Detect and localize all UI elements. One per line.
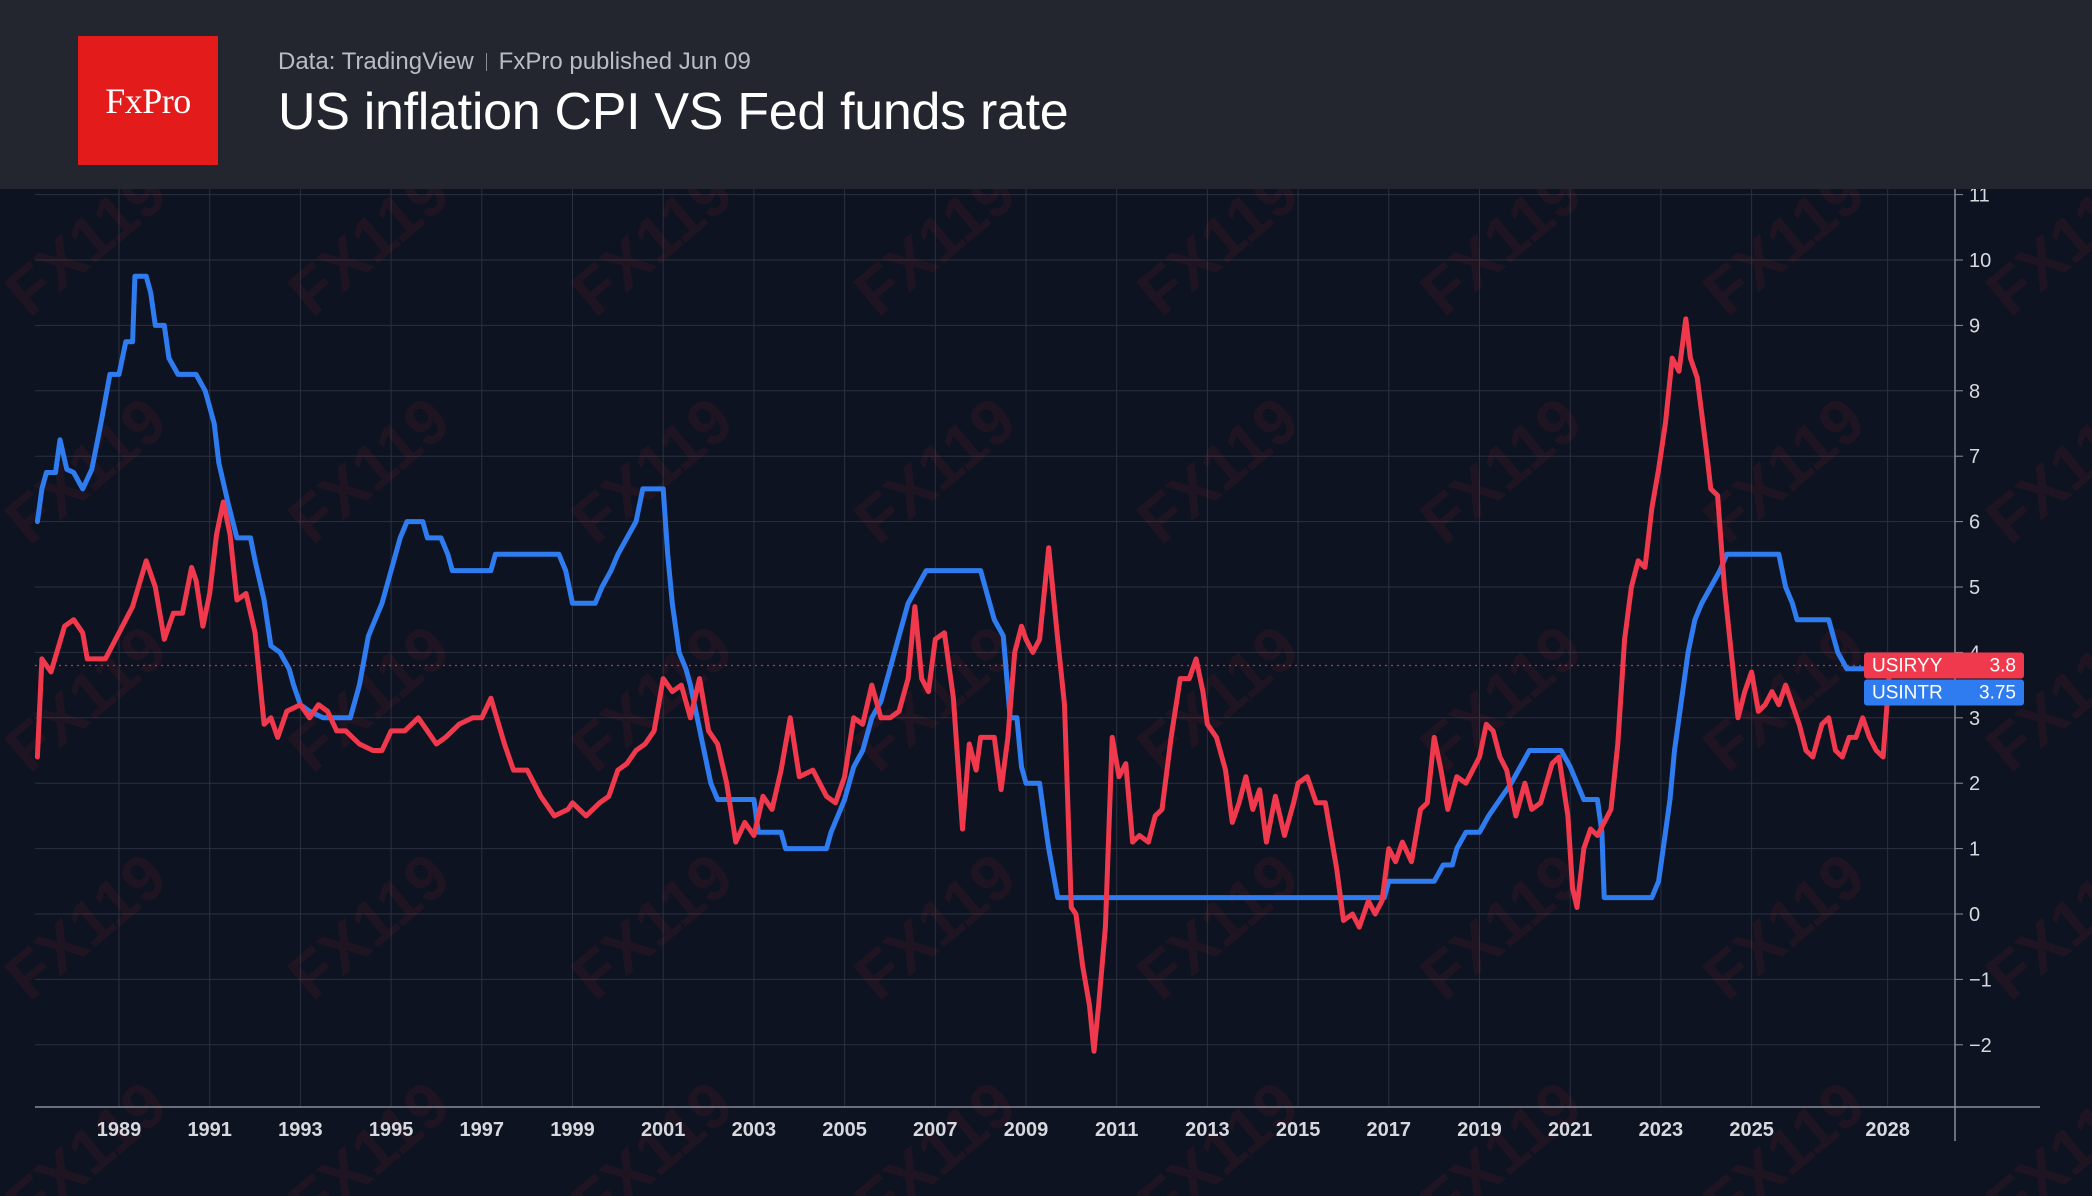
x-tick-label: 1999 xyxy=(550,1119,595,1141)
x-tick-label: 2015 xyxy=(1276,1119,1321,1141)
publish-info: FxPro published Jun 09 xyxy=(498,48,751,75)
x-tick-label: 1993 xyxy=(278,1119,323,1141)
x-tick-label: 2009 xyxy=(1004,1119,1049,1141)
x-tick-label: 1989 xyxy=(97,1119,142,1141)
y-tick-label: 0 xyxy=(1969,904,1980,926)
watermark-text: FX119 xyxy=(1973,383,2092,557)
chart-title: US inflation CPI VS Fed funds rate xyxy=(278,83,1069,141)
y-tick-label: −2 xyxy=(1969,1035,1992,1057)
watermark-text: FX119 xyxy=(558,383,746,557)
y-tick-label: 6 xyxy=(1969,512,1980,534)
watermark-text: FX119 xyxy=(1407,839,1595,1013)
watermark-text: FX119 xyxy=(558,839,746,1013)
y-tick-label: 8 xyxy=(1969,381,1980,403)
watermark-text: FX119 xyxy=(558,189,746,329)
watermark-text: FX119 xyxy=(1124,611,1312,785)
watermark-text: FX119 xyxy=(275,383,463,557)
y-tick-label: 1 xyxy=(1969,839,1980,861)
x-tick-label: 2019 xyxy=(1457,1119,1502,1141)
badge-last-value: 3.75 xyxy=(1979,682,2016,703)
grid xyxy=(35,189,1955,1107)
y-tick-label: 7 xyxy=(1969,446,1980,468)
x-tick-label: 2021 xyxy=(1548,1119,1593,1141)
watermark-text: FX119 xyxy=(1407,189,1595,329)
data-source: Data: TradingView xyxy=(278,48,474,75)
axes: 11109876543210−1−21989199119931995199719… xyxy=(35,189,2040,1141)
watermark-text: FX119 xyxy=(558,611,746,785)
x-tick-label: 2023 xyxy=(1639,1119,1684,1141)
chart-area: FX119 FX119 FX119 FX119 FX119 FX119 FX119 FX119… xyxy=(0,189,2092,1196)
x-tick-label: 2005 xyxy=(822,1119,867,1141)
watermark-text: FX119 xyxy=(275,839,463,1013)
badge-last-value: 3.8 xyxy=(1990,655,2016,676)
price-badges: USIRYY 3.8 USINTR 3.75 xyxy=(1864,652,2024,706)
watermark-text: FX119 xyxy=(275,189,463,329)
y-tick-label: 2 xyxy=(1969,773,1980,795)
x-tick-label: 2017 xyxy=(1367,1119,1412,1141)
x-tick-label: 2028 xyxy=(1865,1119,1910,1141)
y-tick-label: 10 xyxy=(1969,250,1991,272)
x-tick-label: 2013 xyxy=(1185,1119,1230,1141)
watermark-text: FX119 xyxy=(1690,839,1878,1013)
badge-series-name: USIRYY xyxy=(1872,655,1943,676)
x-tick-label: 1997 xyxy=(460,1119,505,1141)
watermark-text: FX119 xyxy=(0,1067,180,1196)
watermark-text: FX119 xyxy=(1690,1067,1878,1196)
watermark-text: FX119 xyxy=(1407,383,1595,557)
series-line-usintr xyxy=(34,273,1868,901)
x-tick-label: 2001 xyxy=(641,1119,686,1141)
watermark-text: FX119 xyxy=(1690,189,1878,329)
x-tick-label: 2007 xyxy=(913,1119,958,1141)
watermark-text: FX119 xyxy=(1973,1067,2092,1196)
badge-series-name: USINTR xyxy=(1872,682,1943,703)
x-tick-label: 1991 xyxy=(187,1119,232,1141)
watermark-text: FX119 xyxy=(0,611,180,785)
watermark-text: FX119 xyxy=(1124,383,1312,557)
x-tick-label: 2025 xyxy=(1729,1119,1774,1141)
watermark-text: FX119 xyxy=(0,839,180,1013)
y-tick-label: 5 xyxy=(1969,577,1980,599)
source-line: Data: TradingView FxPro published Jun 09 xyxy=(278,48,751,76)
y-tick-label: 9 xyxy=(1969,315,1980,337)
header-bar: FxPro Data: TradingView FxPro published … xyxy=(0,0,2092,189)
separator xyxy=(485,53,487,71)
y-tick-label: 11 xyxy=(1969,189,1990,207)
price-badge-usiryy xyxy=(1864,652,2024,679)
watermark-text: FX119 xyxy=(1124,189,1312,329)
fxpro-logo: FxPro xyxy=(78,36,218,165)
watermark-text: FX119 xyxy=(1690,611,1878,785)
watermark-text: FX119 xyxy=(1124,839,1312,1013)
x-tick-label: 2011 xyxy=(1095,1119,1138,1141)
y-tick-label: −1 xyxy=(1969,969,1992,991)
x-tick-label: 1995 xyxy=(369,1119,414,1141)
y-tick-label: 3 xyxy=(1969,708,1980,730)
x-tick-label: 2003 xyxy=(732,1119,777,1141)
series-line-usiryy xyxy=(34,316,1893,1054)
price-badge-usintr xyxy=(1864,679,2024,706)
